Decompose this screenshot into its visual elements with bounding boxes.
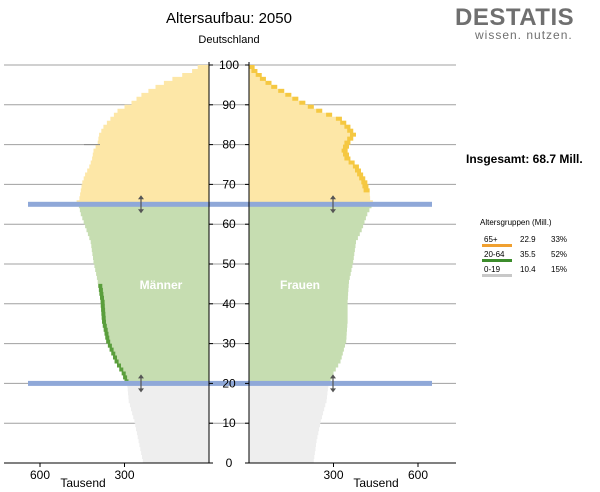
y-tick-label-70: 70 <box>222 177 236 191</box>
age-marker-bar-65 <box>28 201 432 207</box>
legend-percent: 15% <box>551 265 568 274</box>
double-arrow-icon <box>330 195 336 214</box>
double-arrow-icon <box>138 195 144 214</box>
legend-swatch <box>482 244 512 247</box>
y-tick-label-0: 0 <box>226 456 233 470</box>
female-edge-highlight <box>248 65 370 193</box>
y-tick-label-50: 50 <box>222 257 236 271</box>
legend-label: 65+ <box>484 235 498 244</box>
legend-swatch <box>482 259 512 262</box>
total-population-label: Insgesamt: 68.7 Mill. <box>466 152 583 166</box>
series-label-maenner: Männer <box>140 278 183 292</box>
x-tick-label: 600 <box>30 468 50 482</box>
legend-percent: 52% <box>551 250 568 259</box>
x-tick-label: 300 <box>114 468 134 482</box>
chart-title: Altersaufbau: 2050 <box>166 10 292 27</box>
gridlines <box>4 64 456 424</box>
legend-label: 20-64 <box>484 250 505 259</box>
y-tick-label-20: 20 <box>222 376 236 390</box>
y-tick-label-60: 60 <box>222 217 236 231</box>
legend: Altersgruppen (Mill.) 65+ 22.9 33% 20-64… <box>480 218 598 280</box>
legend-row-65plus: 65+ 22.9 33% <box>480 235 598 250</box>
male-area-65+ <box>76 65 209 205</box>
female-area-20-64 <box>249 204 372 384</box>
double-arrow-icon <box>330 374 336 393</box>
x-tick-label: 300 <box>323 468 343 482</box>
male-area-20-64 <box>78 204 210 384</box>
legend-label: 0-19 <box>484 265 501 274</box>
legend-value: 35.5 <box>520 250 536 259</box>
y-tick-label-100: 100 <box>219 58 239 72</box>
age-marker-bar-20 <box>28 380 432 386</box>
legend-row-20-64: 20-64 35.5 52% <box>480 250 598 265</box>
double-arrow-icon <box>138 374 144 393</box>
legend-percent: 33% <box>551 235 568 244</box>
logo-name: DESTATIS <box>455 4 575 31</box>
legend-value: 10.4 <box>520 265 536 274</box>
series-label-frauen: Frauen <box>280 278 320 292</box>
destatis-logo: DESTATIS wissen. nutzen. <box>455 4 585 42</box>
chart-subtitle: Deutschland <box>198 34 259 46</box>
y-tick-label-40: 40 <box>222 297 236 311</box>
y-tick-label-90: 90 <box>222 98 236 112</box>
legend-value: 22.9 <box>520 235 536 244</box>
pyramid-areas <box>76 65 373 463</box>
female-area-0-19 <box>249 383 329 463</box>
axis-ticks: 0 10 20 30 40 50 60 70 80 90 100 600 300 300 600 <box>30 58 428 482</box>
male-edge-highlight <box>98 283 129 384</box>
y-tick-label-10: 10 <box>222 416 236 430</box>
legend-row-0-19: 0-19 10.4 15% <box>480 265 598 280</box>
y-tick-label-30: 30 <box>222 337 236 351</box>
x-axis-label-right: Tausend <box>353 476 398 490</box>
legend-swatch <box>482 274 512 277</box>
x-axis-label-left: Tausend <box>60 476 105 490</box>
female-area-65+ <box>249 65 373 205</box>
legend-title: Altersgruppen (Mill.) <box>480 218 552 227</box>
age-group-markers <box>28 195 432 393</box>
x-tick-label: 600 <box>408 468 428 482</box>
logo-tagline: wissen. nutzen. <box>475 28 573 42</box>
y-tick-label-80: 80 <box>222 138 236 152</box>
male-area-0-19 <box>127 383 209 463</box>
